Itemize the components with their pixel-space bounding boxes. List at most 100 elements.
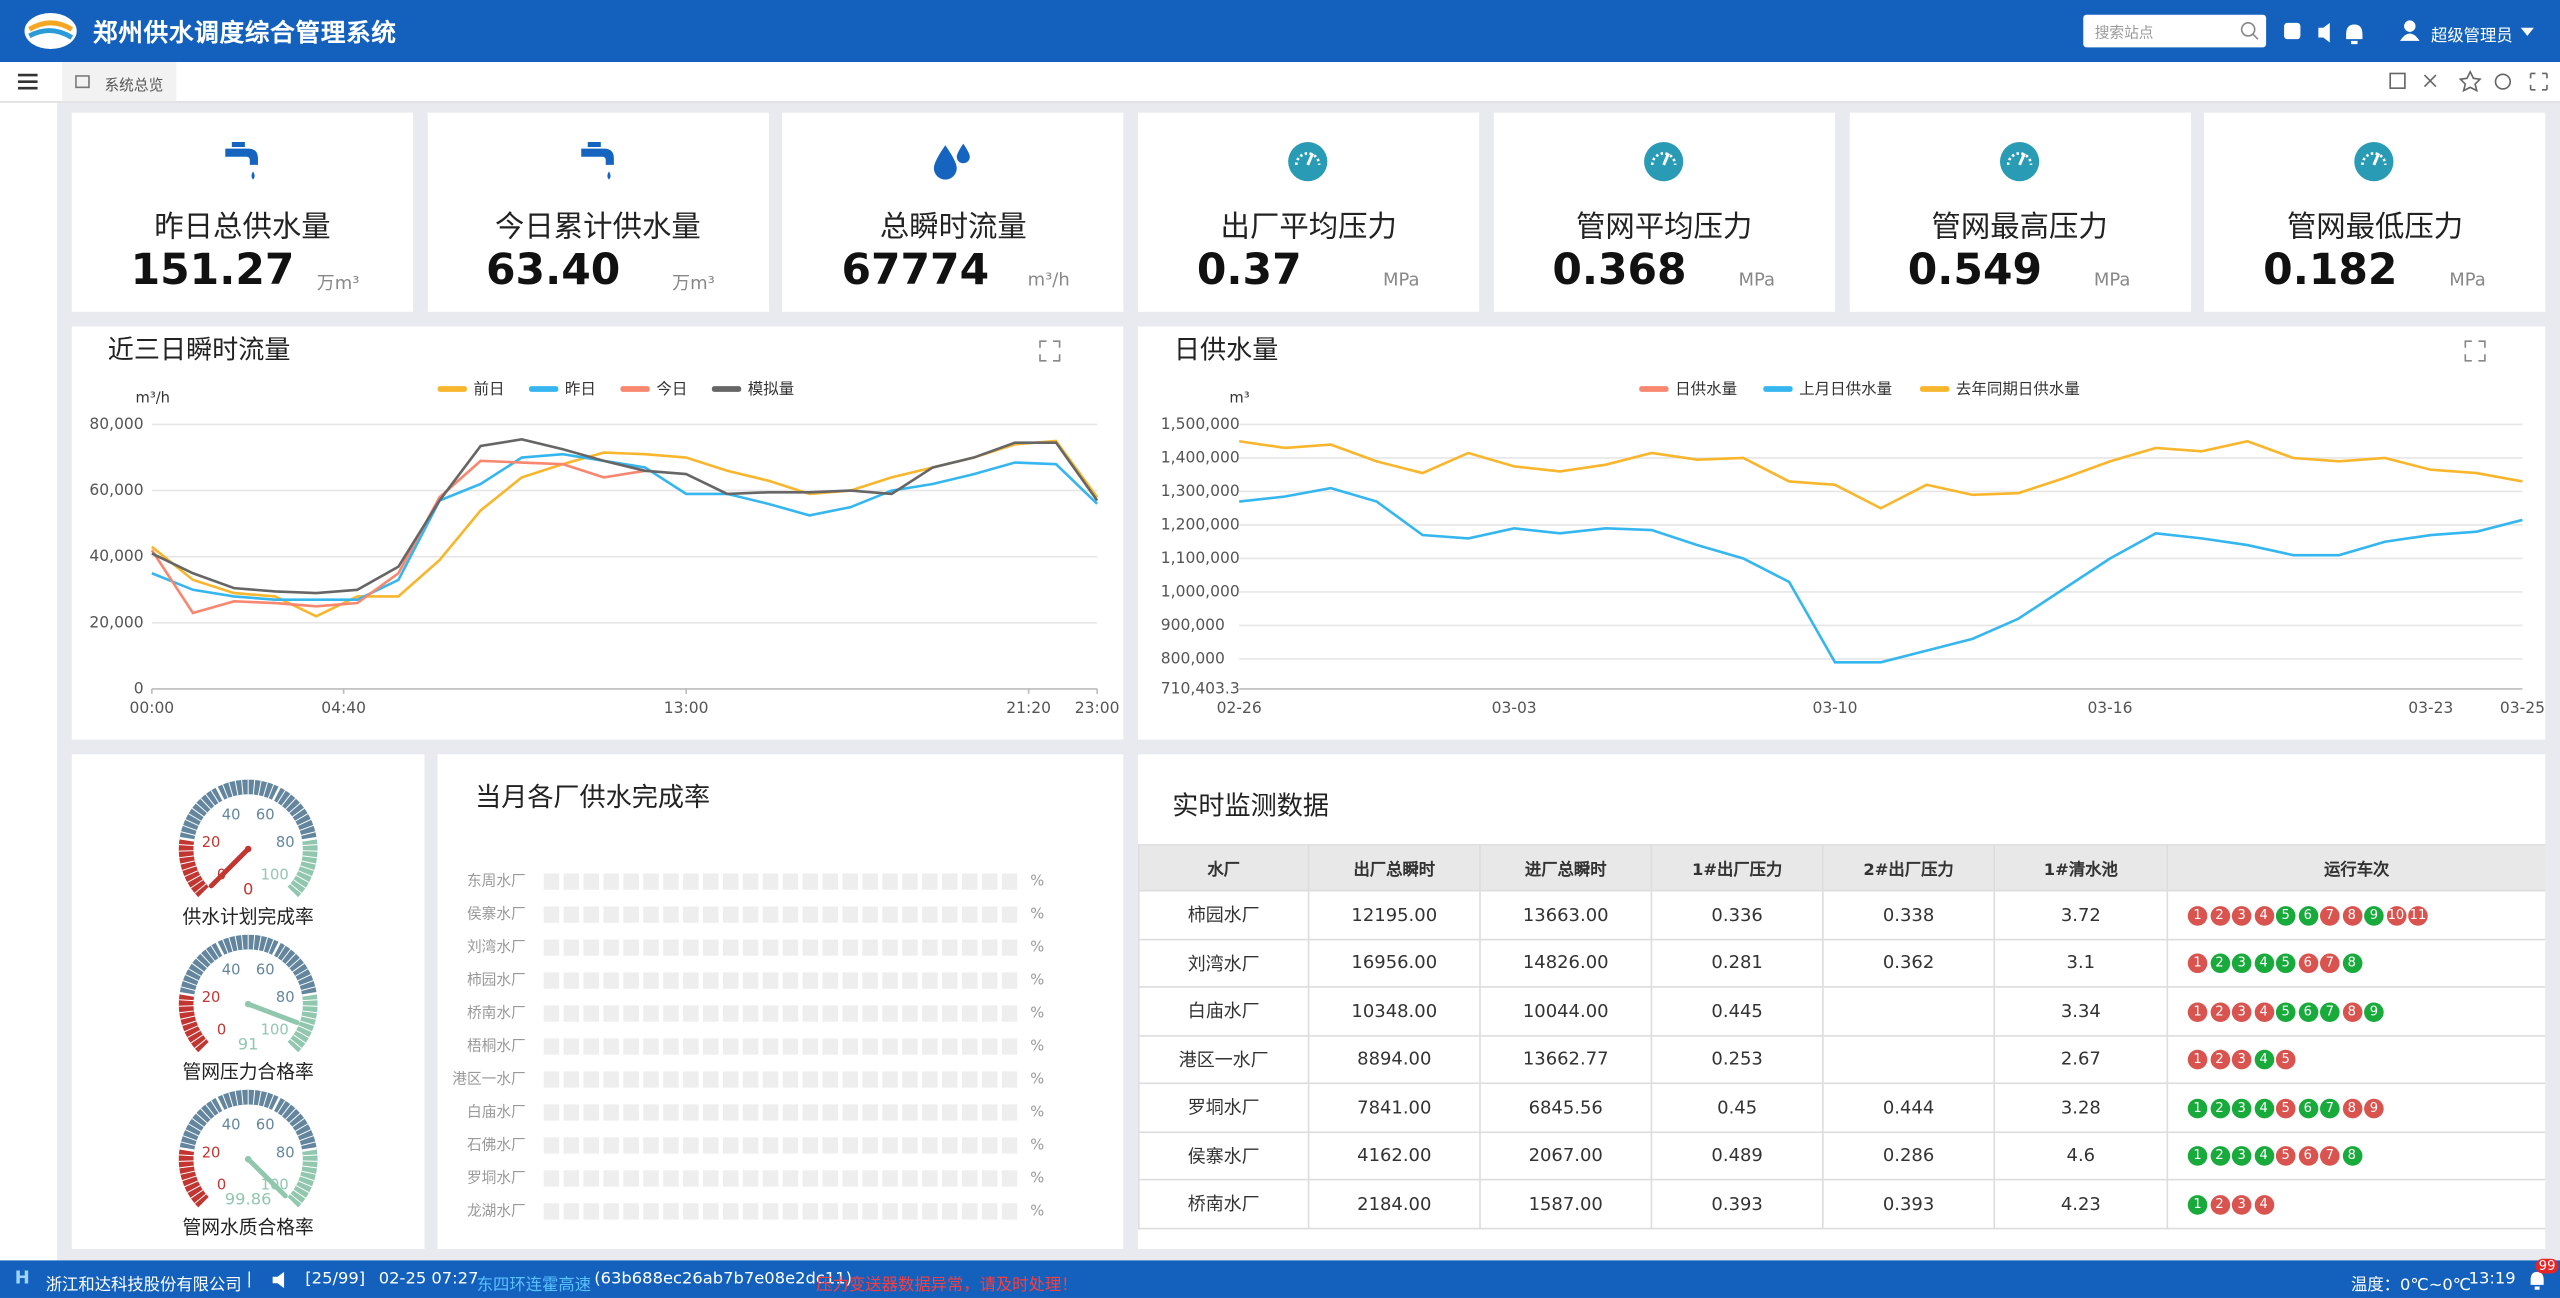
track-segment (902, 1104, 918, 1121)
gauge-card: 0204060801000供水计划完成率02040608010091管网压力合格… (71, 754, 425, 1249)
track-segment (683, 972, 699, 989)
trip-badge: 6 (2297, 1098, 2318, 1118)
search-box[interactable]: 搜索站点 (2083, 14, 2267, 48)
tool-star[interactable] (2458, 70, 2482, 93)
legend-swatch (1763, 386, 1793, 392)
track-segment (882, 1038, 898, 1055)
gauge-minor-tick (262, 937, 268, 952)
track-segment (722, 873, 739, 890)
monitor-table: 水厂 出厂总瞬时 进厂总瞬时 1#出厂压力 2#出厂压力 1#清水池 运行车次 柿园水厂 12… (1137, 844, 2546, 1229)
track-segment (922, 1038, 938, 1055)
tab[interactable]: 系统总览 (62, 62, 177, 102)
trip-badge: 7 (2320, 1002, 2340, 1022)
track-segment (842, 1104, 858, 1121)
separator: | (246, 1270, 253, 1289)
user-caret[interactable] (2519, 26, 2535, 39)
track-segment (643, 1137, 659, 1154)
trip-badge: 8 (2342, 953, 2362, 974)
track-segment (643, 1005, 659, 1022)
table-row: 侯寨水厂 4162.00 2067.00 0.489 0.286 4.6 1 2 3 4 5 6 7 8 (1137, 1130, 2546, 1181)
footer-sound[interactable] (271, 1271, 291, 1289)
table-cell: 4.6 (1993, 1130, 2169, 1181)
gauge-value: 99.86 (225, 1190, 272, 1209)
trip-badge: 2 (2209, 1194, 2230, 1215)
track-segment (583, 972, 600, 989)
track-segment (703, 1170, 719, 1187)
tool-refresh[interactable] (2494, 73, 2512, 90)
kpi-label: 昨日总供水量 (154, 210, 331, 245)
user-icon[interactable] (2400, 20, 2420, 43)
trip-badge: 3 (2231, 1194, 2252, 1215)
gauge-tick-label: 0 (217, 1022, 226, 1039)
search-icon[interactable] (2240, 21, 2260, 41)
column-header: 出厂总瞬时 (1307, 844, 1481, 892)
track-segment (882, 1104, 898, 1121)
tool-close[interactable] (2423, 74, 2437, 88)
track-segment (842, 972, 858, 989)
kpi-card: 管网平均压力 0.368 MPa (1493, 112, 1835, 312)
message-icon[interactable] (2284, 22, 2301, 40)
trips-cell: 1 2 3 4 5 6 7 8 9 10 11 (2166, 889, 2546, 940)
gauge-minor-tick (288, 1112, 301, 1124)
track-segment (842, 1137, 858, 1154)
track-segment (603, 1071, 619, 1088)
legend-label: 前日 (473, 380, 504, 398)
gauge-icon-ticks (2361, 152, 2387, 166)
track-segment (623, 1038, 639, 1055)
gauge-minor-tick (184, 870, 199, 877)
track-segment (742, 1071, 759, 1088)
bell-icon[interactable] (2346, 24, 2363, 45)
table-cell: 10044.00 (1479, 986, 1653, 1036)
menu-toggle[interactable] (16, 72, 39, 92)
table-cell: 0.338 (1822, 889, 1996, 940)
kpi-card: 昨日总供水量 151.27 万m³ (71, 112, 414, 312)
table-row: 桥南水厂 2184.00 1587.00 0.393 0.393 4.23 1 2 3 4 (1137, 1178, 2546, 1229)
tool-fullscreen[interactable] (2529, 72, 2548, 91)
track-segment (1001, 1038, 1018, 1055)
header-icons[interactable] (2281, 20, 2379, 46)
user-name[interactable]: 超级管理员 (2431, 27, 2513, 46)
temperature: 温度：0℃~0℃ (2351, 1276, 2472, 1295)
sound-icon[interactable] (2318, 22, 2330, 43)
trip-badge: 2 (2209, 1050, 2230, 1070)
kpi-unit: 万m³ (316, 272, 360, 294)
track-segment (623, 1104, 639, 1121)
logo-arc (28, 20, 74, 32)
gauge-tick-label: 80 (276, 834, 295, 851)
gauge-minor-tick (289, 1193, 302, 1204)
gauge-minor-tick (185, 818, 199, 827)
track-segment (922, 1137, 938, 1154)
tab-tools[interactable] (2387, 70, 2550, 93)
gauge-icon-needle (1306, 152, 1315, 166)
expand-icon[interactable] (1039, 340, 1061, 362)
track-segment (802, 873, 819, 890)
track-segment (543, 1203, 560, 1220)
trip-badge: 1 (2187, 1002, 2208, 1022)
footer-bell[interactable] (2527, 1270, 2547, 1293)
alarm-text: 压力变送器数据异常，请及时处理！ (816, 1276, 1078, 1295)
x-tick-label: 23:00 (1075, 699, 1120, 717)
trip-badge: 3 (2231, 905, 2252, 926)
expand-icon[interactable] (2464, 340, 2486, 362)
gauge-minor-tick (300, 865, 315, 871)
kpi-icon (934, 143, 971, 180)
trip-badge: 4 (2253, 1050, 2274, 1070)
gauge-minor-tick (234, 780, 239, 796)
track-segment (981, 873, 998, 890)
track-segment (802, 1137, 819, 1154)
track-segment (722, 939, 739, 956)
gauge-tick (285, 1196, 299, 1210)
alarm-station[interactable]: 东四环连霍高速 (476, 1276, 592, 1295)
table-cell: 8894.00 (1307, 1034, 1481, 1085)
track-segment (683, 1137, 699, 1154)
gauge-band (179, 934, 317, 996)
table-card: 实时监测数据 水厂 出厂总瞬时 进厂总瞬时 1#出厂压力 2#出厂压力 1#清水池 运行车次… (1137, 754, 2546, 1249)
gauge-minor-tick (302, 855, 318, 859)
company: 浙江和达科技股份有限公司 (45, 1276, 242, 1295)
gauge-minor-tick (182, 1020, 197, 1026)
gauge-minor-tick (205, 1104, 216, 1117)
track-segment (842, 1203, 858, 1220)
track-segment (1001, 972, 1018, 989)
tool-calendar[interactable] (2389, 72, 2406, 89)
